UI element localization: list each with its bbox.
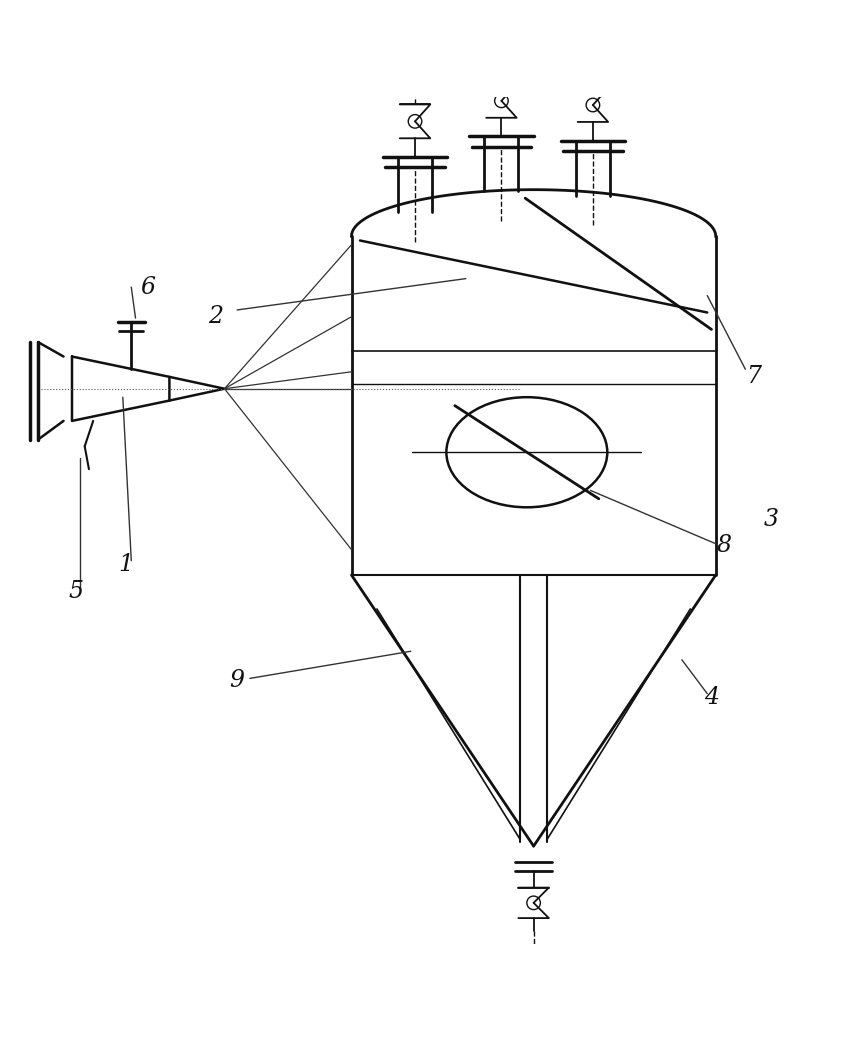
Text: 9: 9 [230,670,245,693]
Text: 8: 8 [717,534,732,556]
Text: 2: 2 [208,305,224,329]
Text: 5: 5 [69,580,84,603]
Text: 3: 3 [763,509,778,531]
Text: 1: 1 [118,552,133,575]
Text: 6: 6 [141,276,156,298]
Text: 7: 7 [746,364,761,388]
Text: 4: 4 [704,686,719,709]
